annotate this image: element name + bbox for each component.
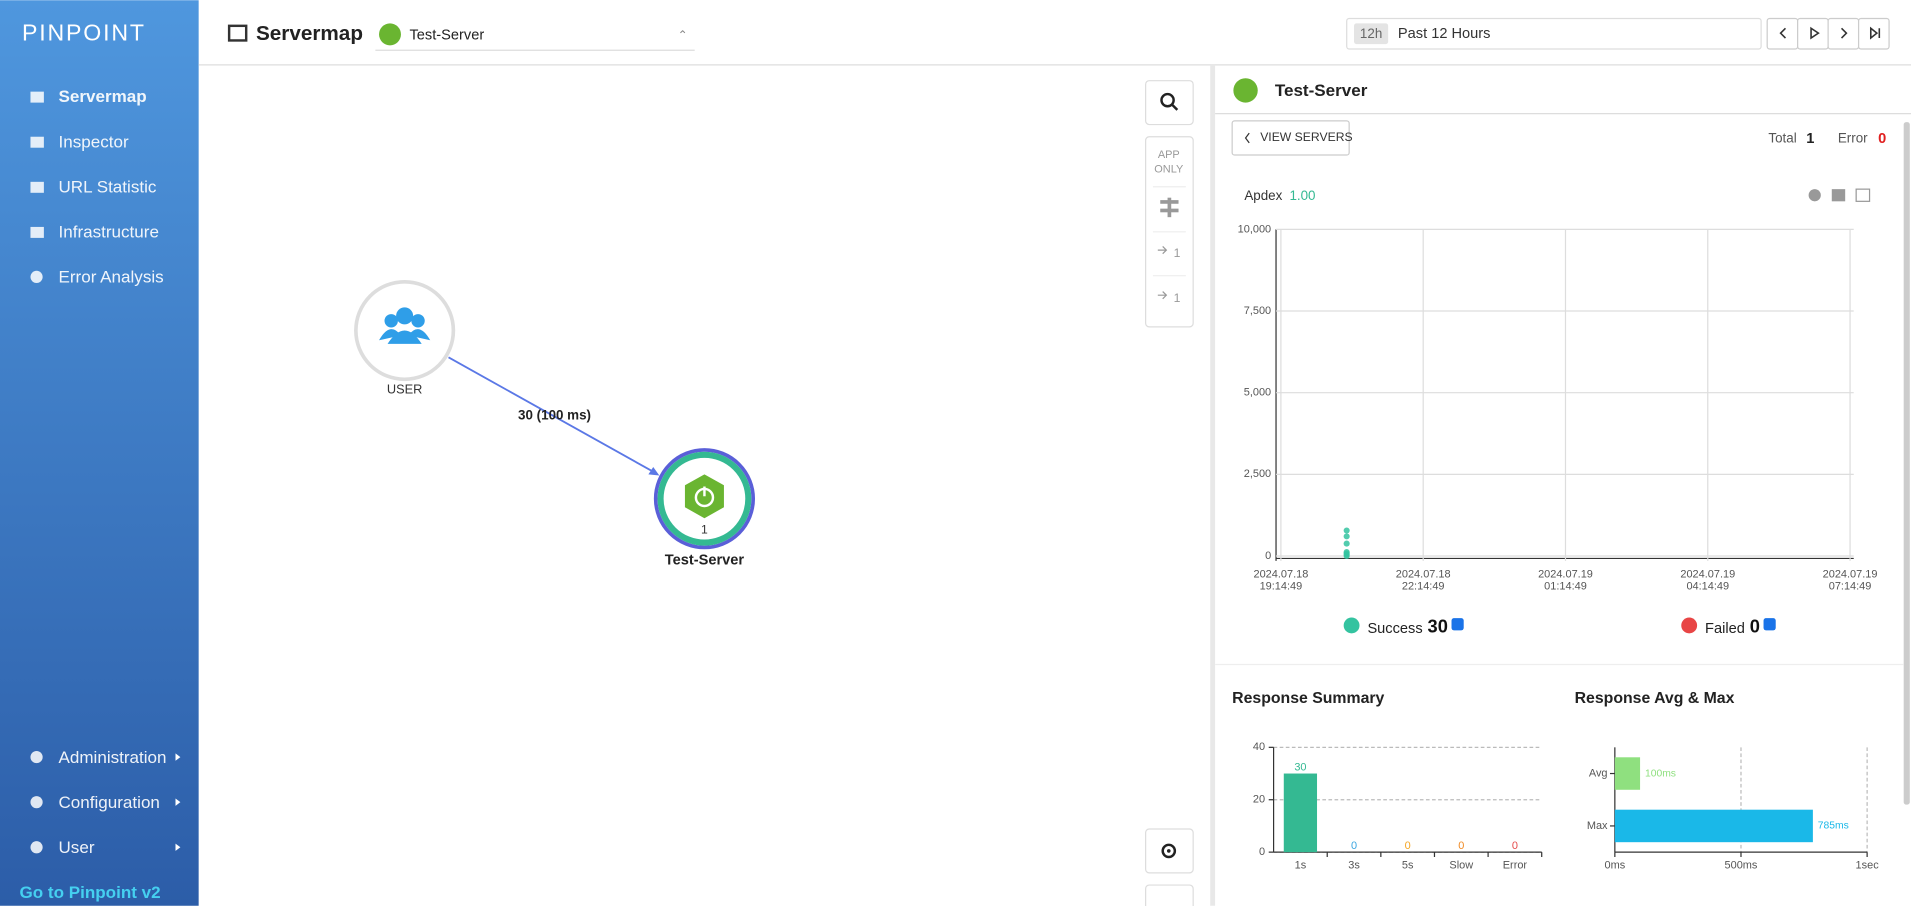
y-tick-label: 10,000 [1238,223,1272,235]
legend-checkbox[interactable] [1763,618,1776,631]
panel-title: Test-Server [1275,81,1368,100]
x-tick-label: 500ms [1725,859,1758,871]
bar [1614,757,1641,790]
y-tick-label: 7,500 [1244,305,1271,317]
point [1343,549,1350,556]
error-value: 0 [1878,131,1886,147]
x-tick-label: 3s [1348,859,1360,871]
node-count: 1 [701,523,708,537]
legend-label: Success [1367,621,1422,637]
logo: PINPOINT [22,19,146,45]
x-tick-label: 1sec [1856,859,1880,871]
y-tick-label: 20 [1253,794,1265,806]
menu-item[interactable]: Inspector [59,132,129,151]
y-tick-label: 2,500 [1244,468,1271,480]
legend-count: 30 [1428,616,1448,637]
apdex-label: Apdex [1244,188,1282,203]
x-tick-label: 0ms [1604,859,1625,871]
value-label: 0 [1351,840,1357,852]
footer-link[interactable]: Go to Pinpoint v2 [20,883,161,902]
app-only[interactable]: APP ONLY [1154,149,1184,176]
menu-item[interactable]: Servermap [59,87,147,106]
x-tick-label: 5s [1402,859,1414,871]
y-tick-label: 5,000 [1244,387,1271,399]
x-tick-label: 2024.07.19 07:14:49 [1823,568,1878,592]
value-label: 0 [1405,840,1411,852]
legend-checkbox[interactable] [1451,618,1464,631]
app-select[interactable]: Test-Server [410,27,485,43]
menu-item[interactable]: User [59,838,95,857]
apdex-value: 1.00 [1289,188,1315,203]
y-tick-label: 40 [1253,741,1265,753]
view-servers-label: VIEW SERVERS [1260,130,1352,144]
range-label: Past 12 Hours [1398,26,1491,42]
chart-title: Response Summary [1232,690,1384,707]
total-value: 1 [1806,131,1814,147]
y-tick-label: Avg [1589,767,1608,779]
search-button[interactable] [1145,80,1194,126]
outbound[interactable]: 1 [1174,291,1181,305]
page-title: Servermap [256,22,363,45]
node-label: USER [387,382,423,397]
range-badge: 12h [1360,26,1382,41]
edge-label: 30 (100 ms) [518,407,591,422]
node-label: Test-Server [665,553,745,569]
menu-item[interactable]: Configuration [59,793,160,812]
value-label: 0 [1512,840,1518,852]
x-tick-label: 2024.07.19 01:14:49 [1538,568,1593,592]
divider [1210,64,1216,906]
x-tick-label: 2024.07.18 22:14:49 [1396,568,1451,592]
total-label: Total [1768,131,1796,146]
menu-item[interactable]: Administration [59,748,167,767]
inbound[interactable]: 1 [1174,246,1181,260]
x-tick-label: Error [1503,859,1528,871]
legend-label: Failed [1705,621,1745,637]
legend-count: 0 [1750,616,1760,637]
value-label: 0 [1458,840,1464,852]
point [1343,527,1350,534]
x-tick-label: 1s [1295,859,1307,871]
menu-item[interactable]: Error Analysis [59,268,164,287]
bar [1283,773,1318,853]
legend-marker [1343,617,1360,634]
y-tick-label: Max [1587,820,1608,832]
x-tick-label: 2024.07.18 19:14:49 [1253,568,1308,592]
value-label: 785ms [1818,821,1849,832]
value-label: 100ms [1645,768,1676,779]
refresh-button[interactable] [1145,884,1194,906]
svg-text:⌃: ⌃ [678,28,688,42]
menu-item[interactable]: Infrastructure [59,223,159,242]
chart-title: Response Avg & Max [1575,690,1735,707]
legend-marker [1681,617,1698,634]
bar [1614,809,1813,843]
menu-item[interactable]: URL Statistic [59,177,157,196]
edge[interactable] [448,356,657,474]
point [1343,533,1350,540]
time-range[interactable] [1346,17,1762,50]
error-label: Error [1838,131,1868,146]
x-tick-label: 2024.07.19 04:14:49 [1680,568,1735,592]
point [1343,540,1350,547]
y-tick-label: 0 [1265,550,1271,562]
value-label: 30 [1294,761,1306,773]
y-tick-label: 0 [1259,846,1265,858]
range-buttons[interactable] [1766,17,1890,50]
x-tick-label: Slow [1449,859,1473,871]
view-servers[interactable] [1231,120,1350,156]
